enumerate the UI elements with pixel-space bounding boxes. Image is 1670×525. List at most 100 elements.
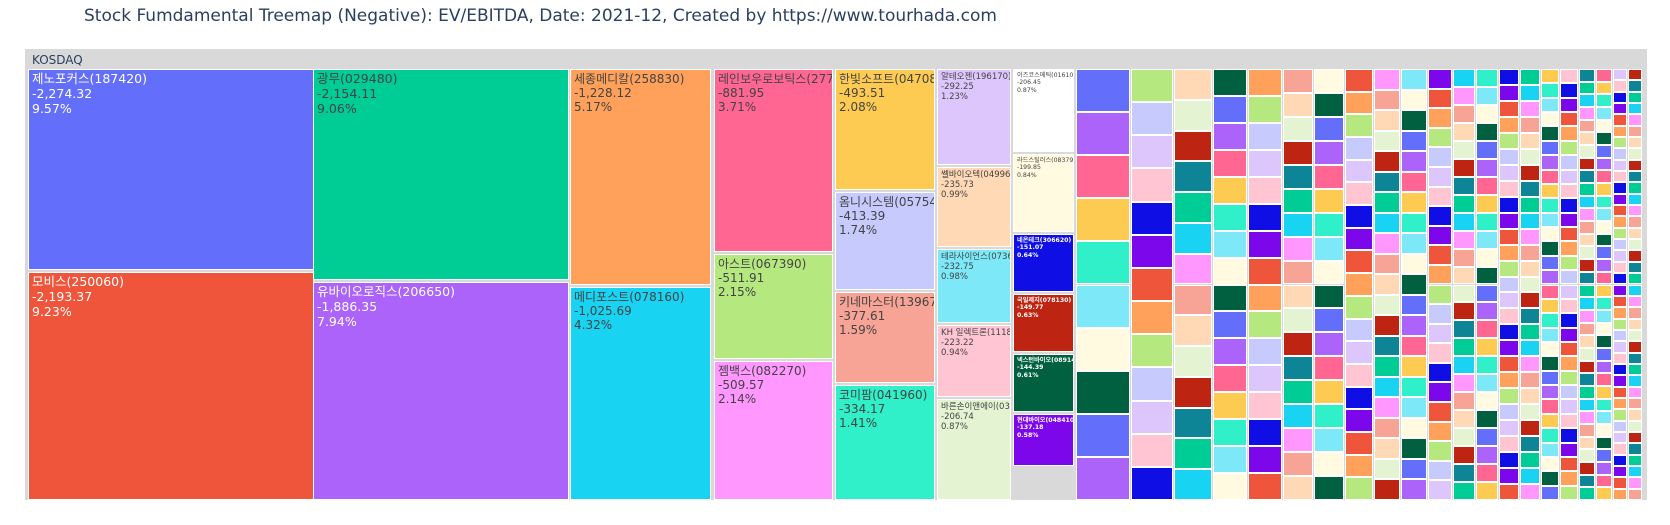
treemap-minor-tile[interactable] xyxy=(1374,335,1400,357)
treemap-minor-tile[interactable] xyxy=(1613,329,1627,342)
treemap-tile[interactable]: 광무(029480) -2,154.11 9.06% xyxy=(313,69,569,280)
treemap-minor-tile[interactable] xyxy=(1476,320,1498,339)
treemap-minor-tile[interactable] xyxy=(1628,239,1642,251)
treemap-minor-tile[interactable] xyxy=(1428,304,1452,324)
treemap-minor-tile[interactable] xyxy=(1613,477,1627,489)
treemap-minor-tile[interactable] xyxy=(1499,356,1519,373)
treemap-minor-tile[interactable] xyxy=(1428,362,1452,383)
treemap-minor-tile[interactable] xyxy=(1579,246,1595,260)
treemap-minor-tile[interactable] xyxy=(1314,404,1344,429)
treemap-minor-tile[interactable] xyxy=(1596,183,1612,196)
treemap-minor-tile[interactable] xyxy=(1499,484,1519,500)
treemap-minor-tile[interactable] xyxy=(1428,88,1452,109)
treemap-minor-tile[interactable] xyxy=(1579,436,1595,450)
treemap-minor-tile[interactable] xyxy=(1520,212,1540,229)
treemap-minor-tile[interactable] xyxy=(1213,122,1247,150)
treemap-minor-tile[interactable] xyxy=(1283,476,1313,500)
treemap-minor-tile[interactable] xyxy=(1428,245,1452,265)
treemap-minor-tile[interactable] xyxy=(1453,428,1475,447)
treemap-minor-tile[interactable] xyxy=(1476,446,1498,465)
treemap-minor-tile[interactable] xyxy=(1628,329,1642,342)
treemap-minor-tile[interactable] xyxy=(1579,132,1595,146)
treemap-minor-tile[interactable] xyxy=(1076,327,1130,371)
treemap-tile[interactable]: 네온테크(306620) -151.07 0.64% xyxy=(1013,234,1074,292)
treemap-minor-tile[interactable] xyxy=(1520,228,1540,245)
treemap-minor-tile[interactable] xyxy=(1579,423,1595,437)
treemap-minor-tile[interactable] xyxy=(1520,260,1540,277)
treemap-minor-tile[interactable] xyxy=(1499,228,1519,245)
treemap-minor-tile[interactable] xyxy=(1213,446,1247,474)
treemap-minor-tile[interactable] xyxy=(1579,233,1595,247)
treemap-minor-tile[interactable] xyxy=(1541,413,1559,429)
treemap-minor-tile[interactable] xyxy=(1628,307,1642,319)
treemap-minor-tile[interactable] xyxy=(1453,194,1475,213)
treemap-minor-tile[interactable] xyxy=(1345,386,1373,410)
treemap-minor-tile[interactable] xyxy=(1613,375,1627,387)
treemap-minor-tile[interactable] xyxy=(1560,198,1578,213)
treemap-tile[interactable]: 알테오젠(196170) -292.25 1.23% xyxy=(937,69,1011,165)
treemap-minor-tile[interactable] xyxy=(1560,341,1578,357)
treemap-minor-tile[interactable] xyxy=(1541,183,1559,199)
treemap-tile[interactable]: 유바이오로직스(206650) -1,886.35 7.94% xyxy=(313,282,569,500)
treemap-minor-tile[interactable] xyxy=(1314,332,1344,357)
treemap-minor-tile[interactable] xyxy=(1374,376,1400,398)
treemap-minor-tile[interactable] xyxy=(1248,473,1282,500)
treemap-minor-tile[interactable] xyxy=(1374,294,1400,316)
treemap-minor-tile[interactable] xyxy=(1628,137,1642,149)
treemap-minor-tile[interactable] xyxy=(1541,327,1559,342)
treemap-minor-tile[interactable] xyxy=(1520,69,1540,85)
treemap-minor-tile[interactable] xyxy=(1596,119,1612,133)
treemap-minor-tile[interactable] xyxy=(1628,193,1642,206)
treemap-minor-tile[interactable] xyxy=(1499,212,1519,229)
treemap-minor-tile[interactable] xyxy=(1628,352,1642,364)
treemap-minor-tile[interactable] xyxy=(1248,203,1282,231)
treemap-minor-tile[interactable] xyxy=(1613,137,1627,149)
treemap-minor-tile[interactable] xyxy=(1541,212,1559,228)
treemap-minor-tile[interactable] xyxy=(1628,488,1642,500)
treemap-tile[interactable]: 모비스(250060) -2,193.37 9.23% xyxy=(28,272,314,500)
treemap-minor-tile[interactable] xyxy=(1374,69,1400,90)
treemap-minor-tile[interactable] xyxy=(1283,188,1313,213)
treemap-minor-tile[interactable] xyxy=(1520,244,1540,261)
treemap-minor-tile[interactable] xyxy=(1248,284,1282,312)
treemap-minor-tile[interactable] xyxy=(1541,255,1559,271)
treemap-minor-tile[interactable] xyxy=(1345,137,1373,160)
treemap-minor-tile[interactable] xyxy=(1520,324,1540,341)
treemap-minor-tile[interactable] xyxy=(1579,411,1595,424)
treemap-minor-tile[interactable] xyxy=(1374,458,1400,480)
treemap-minor-tile[interactable] xyxy=(1560,155,1578,170)
treemap-minor-tile[interactable] xyxy=(1428,166,1452,187)
treemap-minor-tile[interactable] xyxy=(1453,446,1475,465)
treemap-minor-tile[interactable] xyxy=(1541,313,1559,328)
treemap-minor-tile[interactable] xyxy=(1374,171,1400,193)
treemap-minor-tile[interactable] xyxy=(1520,372,1540,389)
treemap-minor-tile[interactable] xyxy=(1248,149,1282,177)
treemap-minor-tile[interactable] xyxy=(1579,170,1595,184)
treemap-minor-tile[interactable] xyxy=(1131,201,1173,235)
treemap-minor-tile[interactable] xyxy=(1453,158,1475,177)
treemap-minor-tile[interactable] xyxy=(1283,452,1313,477)
treemap-minor-tile[interactable] xyxy=(1541,399,1559,414)
treemap-minor-tile[interactable] xyxy=(1283,92,1313,117)
treemap-minor-tile[interactable] xyxy=(1628,205,1642,217)
treemap-minor-tile[interactable] xyxy=(1613,443,1627,455)
treemap-minor-tile[interactable] xyxy=(1174,315,1212,347)
treemap-minor-tile[interactable] xyxy=(1613,454,1627,466)
treemap-minor-tile[interactable] xyxy=(1579,69,1595,82)
treemap-tile[interactable]: 제노포커스(187420) -2,274.32 9.57% xyxy=(28,69,314,270)
treemap-minor-tile[interactable] xyxy=(1283,69,1313,93)
treemap-root[interactable]: KOSDAQ 제노포커스(187420) -2,274.32 9.57% 모비스(25… xyxy=(25,49,1647,500)
treemap-minor-tile[interactable] xyxy=(1453,338,1475,357)
treemap-minor-tile[interactable] xyxy=(1345,114,1373,138)
treemap-minor-tile[interactable] xyxy=(1374,233,1400,254)
treemap-minor-tile[interactable] xyxy=(1453,464,1475,483)
treemap-minor-tile[interactable] xyxy=(1476,338,1498,357)
treemap-minor-tile[interactable] xyxy=(1453,104,1475,123)
treemap-minor-tile[interactable] xyxy=(1345,227,1373,251)
treemap-minor-tile[interactable] xyxy=(1248,122,1282,150)
treemap-minor-tile[interactable] xyxy=(1613,420,1627,432)
treemap-minor-tile[interactable] xyxy=(1541,227,1559,242)
treemap-minor-tile[interactable] xyxy=(1374,253,1400,275)
treemap-minor-tile[interactable] xyxy=(1428,206,1452,226)
treemap-minor-tile[interactable] xyxy=(1174,346,1212,377)
